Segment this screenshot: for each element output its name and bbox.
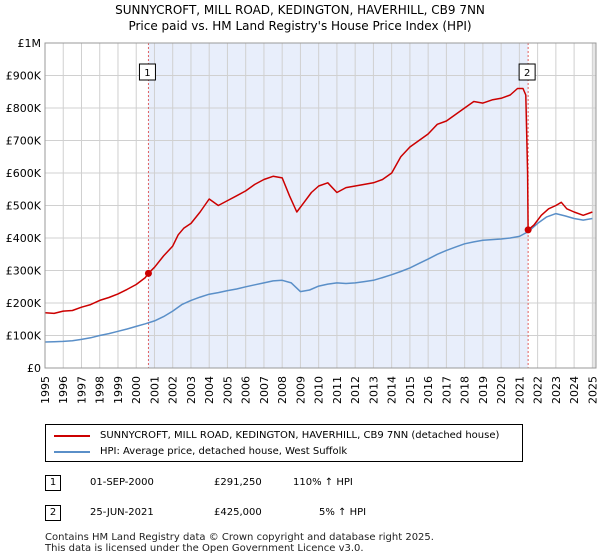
x-tick-label: 2002 (167, 376, 180, 404)
x-tick-label: 2008 (276, 376, 289, 404)
x-tick-label: 2020 (495, 376, 508, 404)
x-tick-label: 1999 (112, 376, 125, 404)
transaction-hpi-change: 5% ↑ HPI (319, 507, 367, 518)
transaction-badge: 1 (45, 475, 61, 491)
property-series-line (44, 87, 593, 315)
y-tick-label: £600K (6, 167, 42, 180)
x-tick-label: 2019 (477, 376, 490, 404)
legend-swatch-hpi (54, 451, 90, 453)
sale-label-box (518, 63, 536, 81)
footer-licence: This data is licensed under the Open Gov… (45, 543, 364, 554)
sale-label-box (138, 63, 156, 81)
sale-label-text: 1 (144, 68, 150, 79)
y-tick-label: £300K (6, 265, 42, 278)
chart-subtitle: Price paid vs. HM Land Registry's House … (128, 19, 472, 33)
x-tick-label: 2015 (404, 376, 417, 404)
x-tick-label: 2009 (294, 376, 307, 404)
transaction-date: 25-JUN-2021 (90, 507, 154, 518)
x-tick-label: 1995 (39, 376, 52, 404)
transaction-price: £425,000 (214, 507, 262, 518)
chart-title: SUNNYCROFT, MILL ROAD, KEDINGTON, HAVERH… (115, 3, 485, 17)
y-tick-label: £100K (6, 330, 42, 343)
x-tick-label: 2001 (148, 376, 161, 404)
x-tick-label: 2010 (313, 376, 326, 404)
y-tick-label: £800K (6, 102, 42, 115)
x-tick-label: 2007 (258, 376, 271, 404)
x-tick-label: 2003 (185, 376, 198, 404)
transaction-price: £291,250 (214, 477, 262, 488)
legend-swatch-property (54, 435, 90, 437)
chart-legend: SUNNYCROFT, MILL ROAD, KEDINGTON, HAVERH… (45, 424, 523, 462)
transaction-date: 01-SEP-2000 (90, 477, 154, 488)
y-tick-label: £700K (6, 135, 42, 148)
y-tick-label: £200K (6, 297, 42, 310)
y-tick-label: £900K (6, 70, 42, 83)
x-tick-label: 2011 (331, 376, 344, 404)
legend-label-hpi: HPI: Average price, detached house, West… (100, 446, 348, 457)
x-tick-label: 1998 (94, 376, 107, 404)
x-tick-label: 2004 (203, 376, 216, 404)
plot-frame (44, 42, 597, 369)
sale-point (144, 269, 152, 277)
x-tick-label: 2017 (440, 376, 453, 404)
x-tick-label: 2000 (130, 376, 143, 404)
price-chart: £0 £100K £200K £300K £400K £500K £600K £700K £80… (6, 37, 600, 404)
x-tick-label: 2013 (367, 376, 380, 404)
x-tick-label: 2025 (586, 376, 599, 404)
y-tick-label: £0 (27, 362, 41, 375)
legend-label-property: SUNNYCROFT, MILL ROAD, KEDINGTON, HAVERH… (100, 430, 500, 441)
sale-label-text: 2 (524, 68, 530, 79)
x-tick-label: 2005 (221, 376, 234, 404)
x-tick-label: 2022 (532, 376, 545, 404)
transaction-badge: 2 (45, 505, 61, 521)
y-tick-label: £400K (6, 232, 42, 245)
x-tick-label: 2016 (422, 376, 435, 404)
y-tick-label: £500K (6, 200, 42, 213)
x-tick-label: 2006 (240, 376, 253, 404)
x-tick-label: 2024 (568, 376, 581, 404)
hpi-series-line (44, 212, 593, 343)
x-tick-label: 2023 (550, 376, 563, 404)
footer-copyright: Contains HM Land Registry data © Crown c… (45, 532, 434, 543)
sale-point (524, 226, 532, 234)
x-tick-label: 2014 (386, 376, 399, 404)
y-tick-label: £1M (18, 37, 42, 50)
x-tick-label: 1997 (75, 376, 88, 404)
x-tick-label: 1996 (57, 376, 70, 404)
transaction-hpi-change: 110% ↑ HPI (293, 477, 353, 488)
x-tick-label: 2012 (349, 376, 362, 404)
x-tick-label: 2021 (513, 376, 526, 404)
x-tick-label: 2018 (459, 376, 472, 404)
